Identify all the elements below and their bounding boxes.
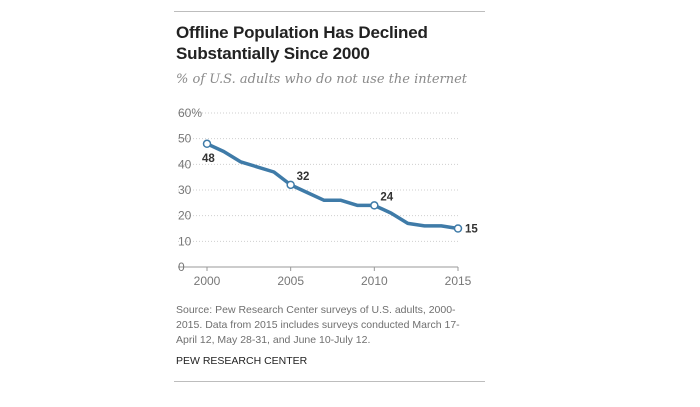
gridlines	[178, 112, 458, 268]
point-marker	[286, 180, 295, 190]
chart-title: Offline Population Has Declined Substant…	[176, 23, 428, 63]
point-marker	[453, 224, 463, 233]
point-marker	[202, 139, 212, 149]
data-label: 15	[465, 224, 478, 236]
chart-subtitle: % of U.S. adults who do not use the inte…	[176, 72, 468, 87]
line-chart: 0 10 20 30 40 50 60% 2000 2005 2010 2015 48 32 24 15	[178, 106, 478, 288]
series-lines	[205, 142, 460, 231]
point-markers	[202, 139, 463, 233]
data-label: 24	[380, 191, 393, 203]
y-tick-label: 20	[178, 209, 192, 223]
y-tick-label: 30	[178, 183, 192, 197]
y-tick-label: 10	[178, 234, 192, 248]
y-tick-label: 0	[178, 260, 185, 274]
y-tick-label: 60%	[178, 106, 202, 120]
y-tick-label: 50	[178, 132, 192, 146]
data-labels: 48 32 24 15	[202, 153, 478, 236]
x-tick-label: 2000	[194, 274, 221, 288]
point-marker	[370, 201, 379, 210]
data-label: 32	[297, 171, 310, 183]
series-line	[205, 142, 460, 231]
source-note: Source: Pew Research Center surveys of U…	[176, 304, 460, 346]
data-label: 48	[202, 153, 215, 165]
top-rule	[174, 11, 485, 12]
x-tick-label: 2005	[277, 274, 304, 288]
y-axis-tick-labels: 0 10 20 30 40 50 60%	[178, 106, 202, 274]
x-tick-label: 2010	[361, 274, 388, 288]
publisher-credit: PEW RESEARCH CENTER	[176, 355, 308, 367]
y-tick-label: 40	[178, 157, 192, 171]
x-tick-label: 2015	[445, 274, 472, 288]
x-axis-tick-labels: 2000 2005 2010 2015	[194, 267, 472, 288]
bottom-rule	[174, 381, 485, 382]
